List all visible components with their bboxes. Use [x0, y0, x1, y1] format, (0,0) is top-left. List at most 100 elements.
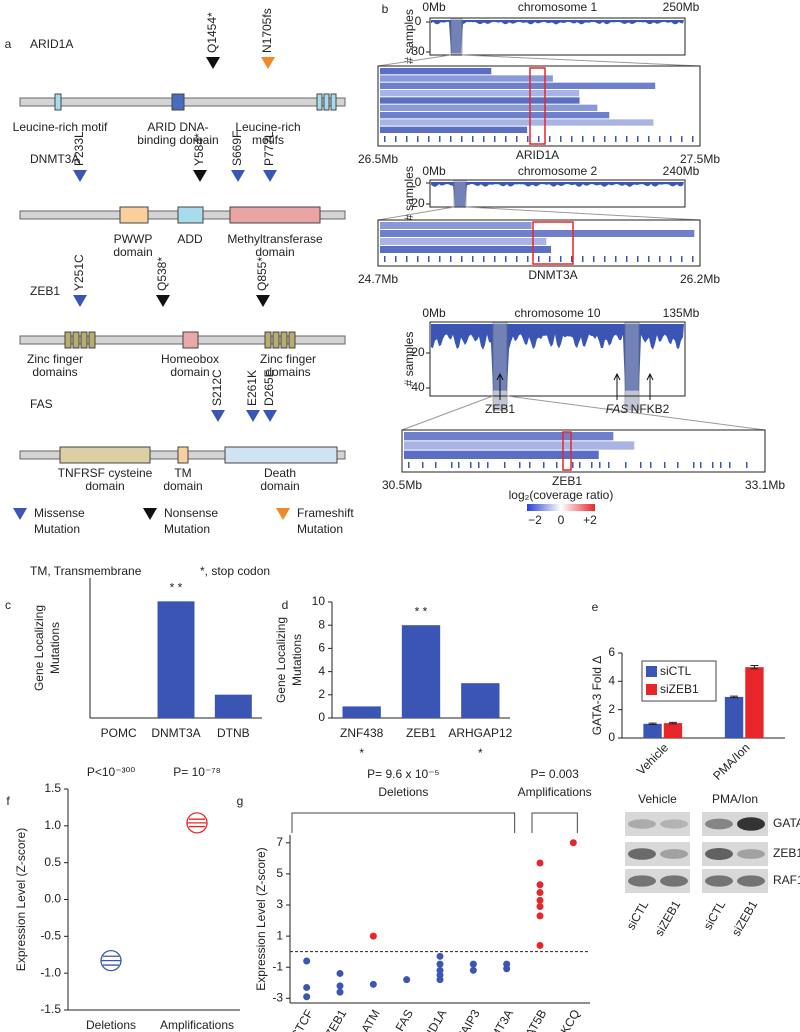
x-tick-label: Deletions — [86, 1018, 136, 1032]
gene-mark — [487, 462, 489, 468]
colorbar-tick: −2 — [528, 513, 542, 527]
gene-mark — [556, 462, 558, 468]
blot-band — [737, 817, 765, 831]
point — [369, 932, 377, 940]
point — [469, 966, 477, 974]
point — [336, 969, 344, 977]
mutation-marker — [263, 170, 277, 182]
x-tick-label: DNMT3A — [479, 1007, 516, 1032]
error-bar — [750, 664, 759, 670]
segment-row — [380, 104, 598, 111]
chromosome-name: chromosome 1 — [518, 0, 598, 14]
blot-band — [660, 849, 688, 859]
domain-label: Leucine-rich motif — [13, 120, 108, 134]
gene-mark — [604, 136, 606, 142]
y-tick-label: -1.5 — [40, 1002, 61, 1016]
gene-mark — [406, 136, 408, 142]
lane-label: siZEB1 — [652, 898, 684, 939]
gene-mark — [458, 462, 460, 468]
y-axis-label: # samples — [402, 332, 416, 387]
domain-label: domains — [32, 365, 77, 379]
y-axis-label: Mutations — [48, 622, 62, 674]
domain-label: Zinc finger — [260, 352, 316, 366]
significance: * — [359, 746, 364, 760]
legend-marker — [276, 508, 290, 520]
point — [436, 960, 444, 968]
domain — [59, 446, 151, 464]
gene-mark — [593, 136, 595, 142]
mutation-label: Y584* — [192, 133, 206, 166]
gene-mark — [505, 136, 507, 142]
domain-label: PWWP — [114, 232, 153, 246]
legend-label: Nonsense — [164, 506, 218, 520]
error-bar — [101, 955, 121, 966]
axis-label: 240Mb — [663, 164, 700, 178]
point — [503, 965, 511, 973]
y-tick-label: 20 — [411, 345, 425, 359]
y-tick-label: -0.5 — [40, 929, 61, 943]
gene-mark — [560, 256, 562, 262]
point — [536, 896, 544, 904]
domain-label: Methyltransferase — [227, 232, 323, 246]
x-tick-label: TNFAIP3 — [446, 1007, 483, 1032]
mutation-label: D265E — [262, 369, 276, 406]
axis-label: 27.5Mb — [680, 152, 720, 166]
point — [303, 957, 311, 965]
panel-letter: g — [237, 794, 244, 808]
segment-row — [380, 238, 547, 245]
blot-band — [660, 819, 688, 829]
y-tick-label: 40 — [411, 380, 425, 394]
legend-note: *, stop codon — [200, 564, 270, 578]
y-axis-label: # samples — [402, 9, 416, 64]
bracket-label: P= 9.6 x 10⁻⁵ — [367, 767, 439, 781]
chromosome-name: chromosome 10 — [514, 306, 600, 320]
mutation-marker — [263, 410, 277, 422]
zoom-region — [529, 67, 546, 145]
mutation-marker — [206, 57, 220, 69]
gene-mark — [604, 256, 606, 262]
gene-mark — [483, 256, 485, 262]
x-tick-label: Vehicle — [634, 740, 671, 777]
gene-mark — [516, 136, 518, 142]
gene-mark — [659, 256, 661, 262]
panel-letter: f — [6, 794, 10, 808]
bracket-label: Amplifications — [518, 785, 592, 799]
legend-swatch — [646, 684, 657, 695]
gene-mark — [591, 462, 593, 468]
y-tick-label: 2 — [608, 702, 615, 716]
domain-label: TM — [174, 466, 191, 480]
gene-mark — [395, 256, 397, 262]
zoom-connector — [506, 395, 766, 431]
axis-label: 0Mb — [422, 164, 446, 178]
segment-row — [380, 222, 532, 229]
domain-label: Homeobox — [161, 352, 219, 366]
gene-mark — [417, 136, 419, 142]
segment-row — [380, 126, 528, 133]
significance: * — [478, 746, 483, 760]
mutation-marker — [211, 410, 225, 422]
blot-band — [705, 848, 733, 860]
x-tick-label: DTNB — [217, 726, 250, 740]
arrow — [646, 372, 654, 400]
gene-mark — [700, 462, 702, 468]
gene-mark — [615, 136, 617, 142]
domain-label: domains — [265, 365, 310, 379]
mutation-label: S669F — [230, 131, 244, 166]
gene-mark — [527, 136, 529, 142]
arrow — [613, 372, 621, 400]
domain-label: TNFRSF cysteine — [58, 466, 153, 480]
domain — [272, 331, 280, 349]
y-tick-label: 10 — [312, 594, 326, 608]
segment-row — [404, 441, 635, 450]
bar — [745, 667, 764, 738]
condition-label: PMA/Ion — [712, 792, 758, 806]
domain — [224, 446, 338, 464]
domain-label: domain — [113, 245, 152, 259]
gene-mark — [461, 256, 463, 262]
error-bar — [730, 695, 739, 699]
blot-band — [628, 875, 656, 887]
gene-label: FAS — [606, 402, 628, 416]
domain — [316, 93, 323, 111]
bracket — [531, 812, 578, 833]
